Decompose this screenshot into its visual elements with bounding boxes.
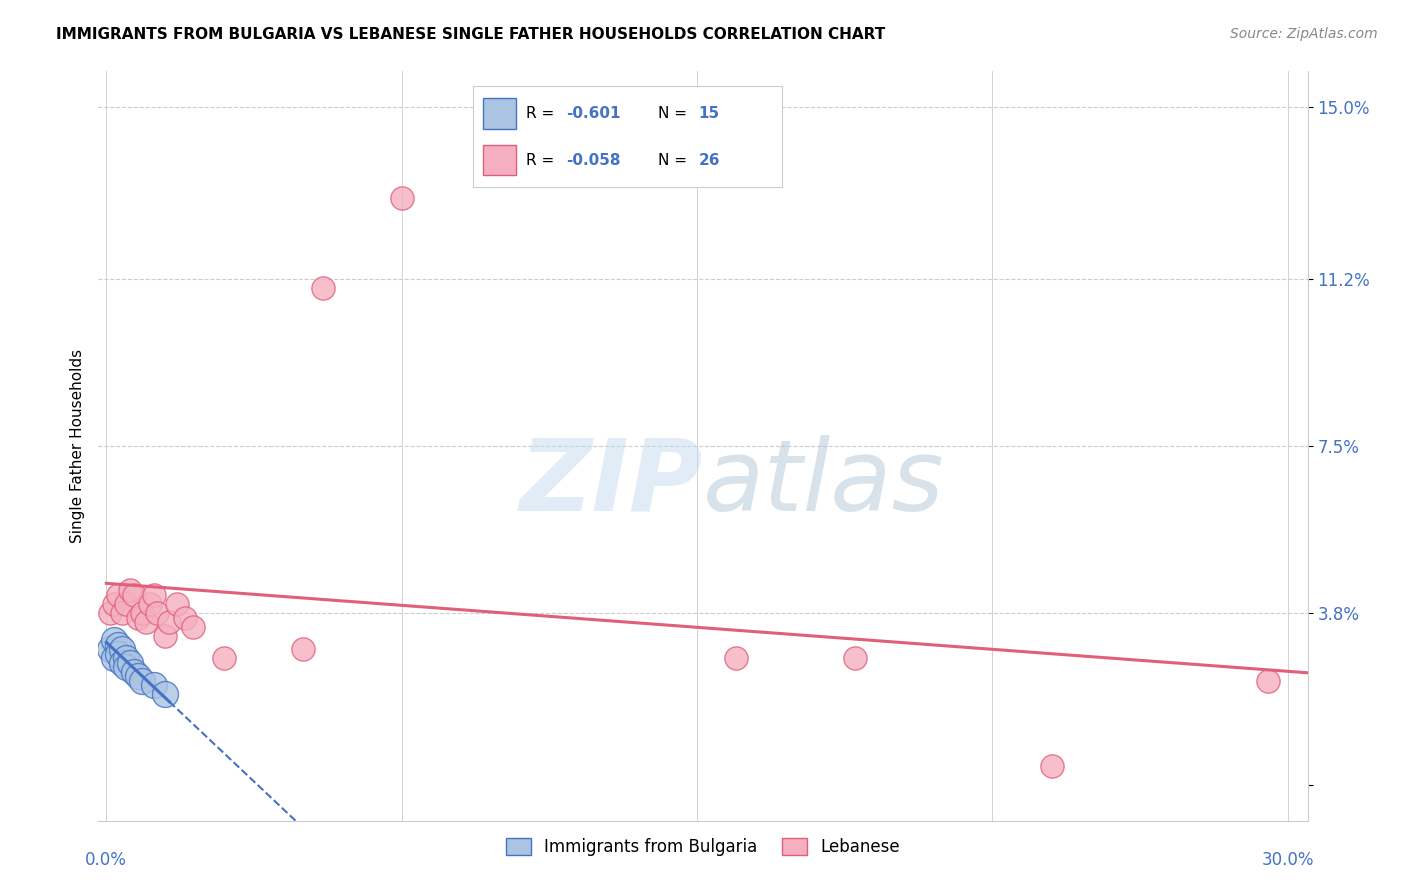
Text: ZIP: ZIP [520, 435, 703, 532]
Point [155, 687, 177, 701]
Point [107, 647, 129, 661]
Point [111, 642, 134, 657]
Point [142, 678, 165, 692]
Point [181, 619, 204, 633]
Point [174, 610, 197, 624]
Y-axis label: Single Father Households: Single Father Households [69, 349, 84, 543]
Point [131, 606, 153, 620]
Point [155, 629, 177, 643]
Point [127, 610, 149, 624]
Point [118, 583, 141, 598]
Point [135, 615, 157, 629]
Point [142, 588, 165, 602]
Point [115, 651, 138, 665]
Point [127, 669, 149, 683]
Text: Source: ZipAtlas.com: Source: ZipAtlas.com [1230, 27, 1378, 41]
Point [107, 588, 129, 602]
Point [103, 597, 125, 611]
Text: 0.0%: 0.0% [86, 851, 127, 869]
Point [138, 597, 160, 611]
Point [1257, 673, 1279, 688]
Point [391, 191, 413, 205]
Legend: Immigrants from Bulgaria, Lebanese: Immigrants from Bulgaria, Lebanese [498, 830, 908, 864]
Point [98, 642, 121, 657]
Point [103, 633, 125, 648]
Point [122, 588, 145, 602]
Point [111, 606, 134, 620]
Point [118, 656, 141, 670]
Point [292, 642, 315, 657]
Point [844, 651, 866, 665]
Point [115, 660, 138, 674]
Point [122, 665, 145, 679]
Point [1040, 759, 1063, 773]
Point [98, 606, 121, 620]
Point [131, 673, 153, 688]
Point [725, 651, 748, 665]
Text: 30.0%: 30.0% [1261, 851, 1315, 869]
Point [103, 651, 125, 665]
Point [111, 656, 134, 670]
Point [146, 606, 169, 620]
Point [166, 597, 188, 611]
Point [115, 597, 138, 611]
Point [214, 651, 236, 665]
Point [312, 281, 335, 295]
Text: atlas: atlas [703, 435, 945, 532]
Point [157, 615, 180, 629]
Text: IMMIGRANTS FROM BULGARIA VS LEBANESE SINGLE FATHER HOUSEHOLDS CORRELATION CHART: IMMIGRANTS FROM BULGARIA VS LEBANESE SIN… [56, 27, 886, 42]
Point [107, 638, 129, 652]
